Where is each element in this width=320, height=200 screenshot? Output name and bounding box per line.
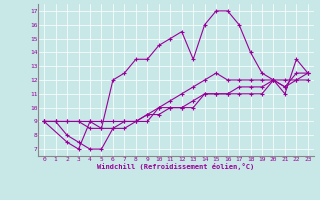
X-axis label: Windchill (Refroidissement éolien,°C): Windchill (Refroidissement éolien,°C): [97, 163, 255, 170]
